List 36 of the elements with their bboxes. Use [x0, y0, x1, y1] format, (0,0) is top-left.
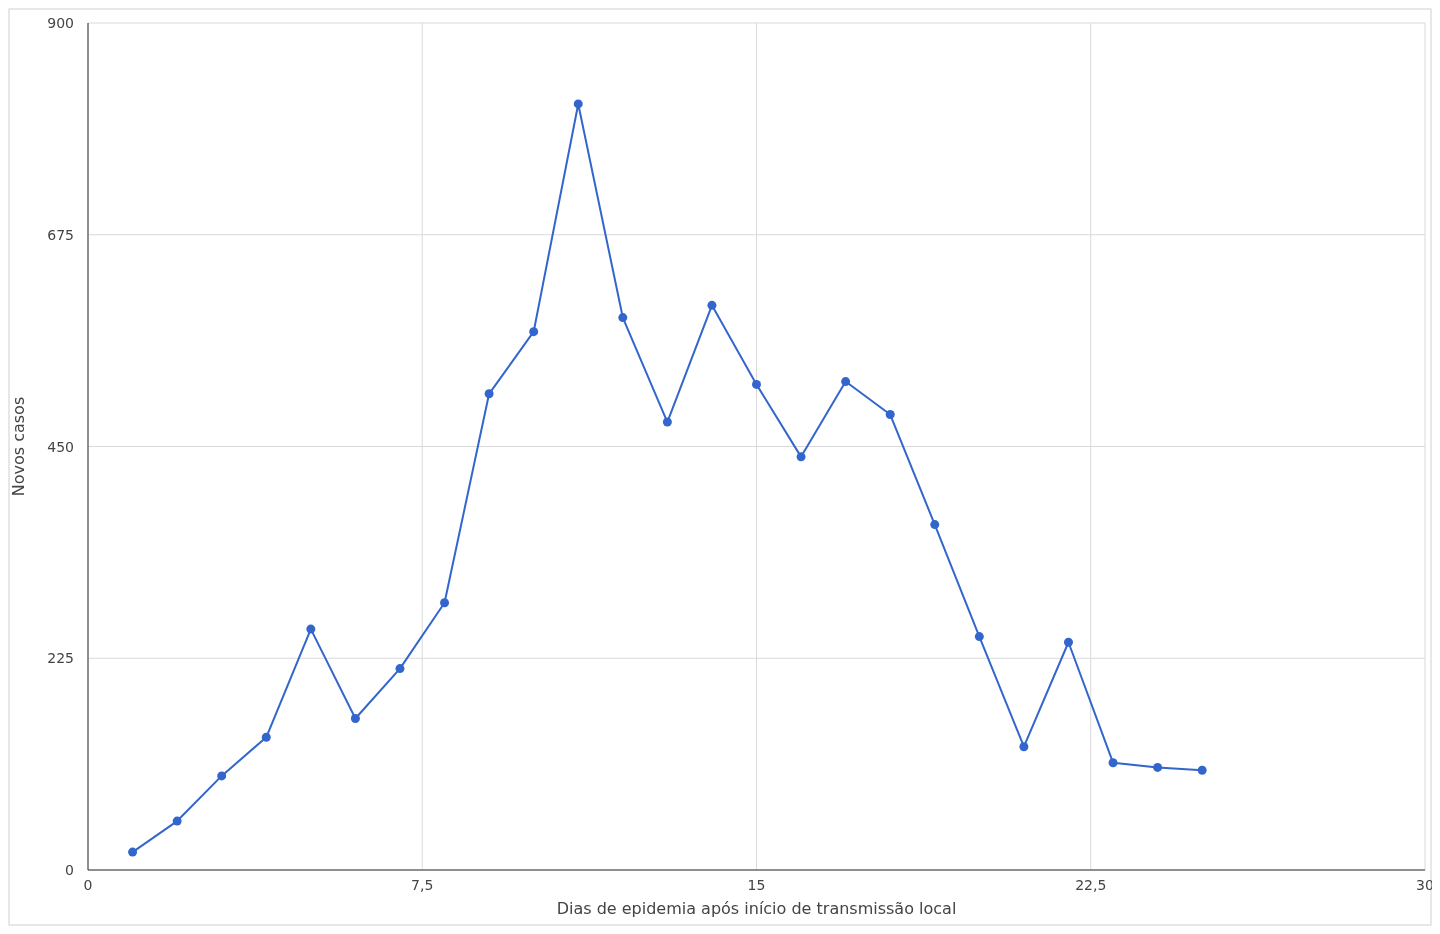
- point: [1019, 742, 1029, 752]
- point: [1153, 762, 1163, 772]
- point: [930, 520, 940, 530]
- x-tick-label: 22,5: [1075, 877, 1107, 893]
- point: [796, 452, 806, 462]
- y-tick-label: 225: [47, 650, 74, 667]
- point: [529, 327, 539, 337]
- point: [306, 624, 316, 634]
- x-axis-title: Dias de epidemia após início de transmissão local: [556, 899, 957, 918]
- point: [484, 389, 494, 399]
- point: [662, 417, 672, 427]
- point: [128, 847, 138, 857]
- y-axis-title: Novos casos: [9, 396, 28, 497]
- point: [350, 713, 360, 723]
- point: [1197, 765, 1207, 775]
- point: [974, 632, 984, 642]
- y-tick-label: 900: [47, 15, 74, 31]
- point: [752, 379, 761, 389]
- point: [707, 300, 717, 310]
- point: [841, 377, 851, 387]
- y-tick-label: 450: [47, 438, 74, 455]
- point: [172, 816, 182, 826]
- point: [261, 732, 271, 742]
- point: [618, 313, 628, 323]
- x-tick-label: 15: [747, 877, 766, 893]
- x-tick-label: 7,5: [411, 877, 434, 893]
- point: [885, 410, 895, 419]
- point: [217, 771, 227, 781]
- point: [1108, 758, 1118, 768]
- y-tick-label: 0: [65, 862, 74, 878]
- point: [1063, 637, 1073, 647]
- point: [395, 664, 405, 674]
- y-tick-label: 675: [47, 226, 74, 243]
- point: [573, 99, 583, 109]
- x-tick-label: 0: [83, 877, 93, 893]
- point: [440, 598, 450, 608]
